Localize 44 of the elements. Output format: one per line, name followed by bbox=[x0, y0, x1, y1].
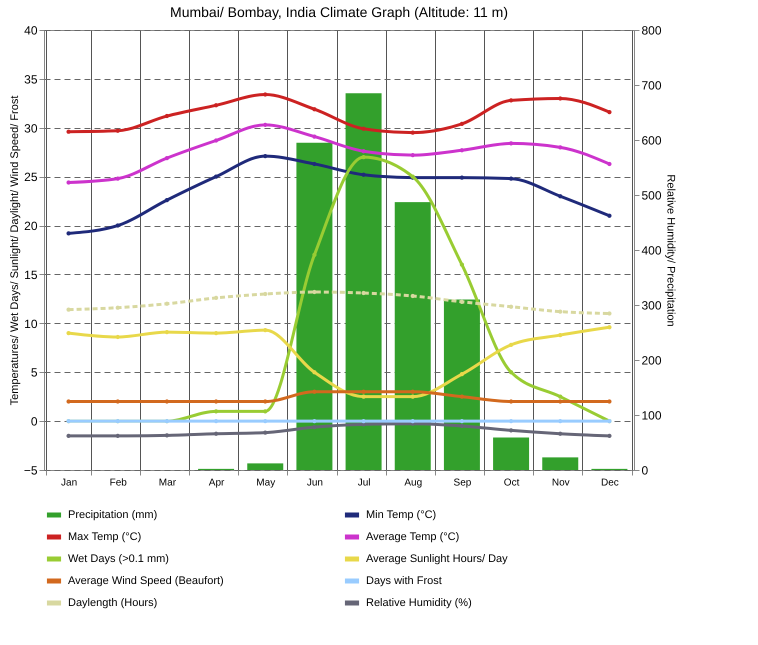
legend-label: Days with Frost bbox=[366, 575, 442, 587]
x-tick-label: May bbox=[256, 478, 276, 488]
y2-tick-label: 0 bbox=[642, 464, 648, 478]
y2-axis-title: Relative Humidity/ Precipitation bbox=[664, 174, 677, 327]
y-tick-label: 30 bbox=[24, 121, 38, 136]
x-tick-label: Apr bbox=[208, 478, 226, 488]
legend-label: Relative Humidity (%) bbox=[366, 597, 472, 609]
x-tick-label: Jan bbox=[61, 478, 78, 488]
legend-label: Average Sunlight Hours/ Day bbox=[366, 553, 508, 565]
y-tick-label: 15 bbox=[24, 268, 38, 282]
x-tick-label: Nov bbox=[552, 478, 570, 488]
y-tick-label: 0 bbox=[30, 414, 38, 429]
x-tick-label: Feb bbox=[110, 478, 128, 488]
x-tick-label: Aug bbox=[404, 478, 422, 488]
y2-tick-label: 600 bbox=[642, 134, 662, 148]
y2-tick-label: 700 bbox=[642, 78, 662, 92]
x-tick-label: Jun bbox=[306, 478, 323, 488]
y2-tick-label: 100 bbox=[642, 408, 662, 422]
legend-label: Min Temp (°C) bbox=[366, 509, 436, 521]
chart-title: Mumbai/ Bombay, India Climate Graph (Altitude: 11 m) bbox=[170, 4, 508, 20]
y2-tick-label: 400 bbox=[642, 244, 662, 258]
x-tick-label: Oct bbox=[504, 478, 520, 488]
x-tick-label: Mar bbox=[158, 478, 177, 488]
y2-tick-label: 300 bbox=[642, 298, 662, 312]
y-tick-label: 20 bbox=[24, 219, 38, 234]
y-tick-label: 5 bbox=[30, 366, 38, 380]
legend-label: Daylength (Hours) bbox=[68, 597, 158, 609]
y2-tick-label: 800 bbox=[642, 24, 662, 38]
y2-tick-label: 200 bbox=[642, 354, 662, 368]
y-tick-label: 25 bbox=[24, 170, 38, 184]
legend-label: Wet Days (>0.1 mm) bbox=[68, 553, 169, 565]
y-tick-label: −5 bbox=[24, 464, 38, 478]
legend-label: Precipitation (mm) bbox=[68, 509, 158, 521]
y-axis-title: Temperatures/ Wet Days/ Sunlight/ Daylight/ Wind Speed/ Frost bbox=[8, 96, 21, 406]
y-tick-label: 35 bbox=[24, 72, 38, 86]
legend-label: Average Temp (°C) bbox=[366, 531, 460, 543]
y-tick-label: 40 bbox=[24, 24, 38, 38]
x-tick-label: Jul bbox=[358, 478, 370, 488]
y-tick-label: 10 bbox=[24, 316, 38, 331]
y2-tick-label: 500 bbox=[642, 188, 662, 202]
legend-label: Max Temp (°C) bbox=[68, 531, 142, 543]
x-tick-label: Sep bbox=[454, 478, 472, 488]
legend-label: Average Wind Speed (Beaufort) bbox=[68, 575, 224, 587]
x-tick-label: Dec bbox=[601, 478, 619, 488]
